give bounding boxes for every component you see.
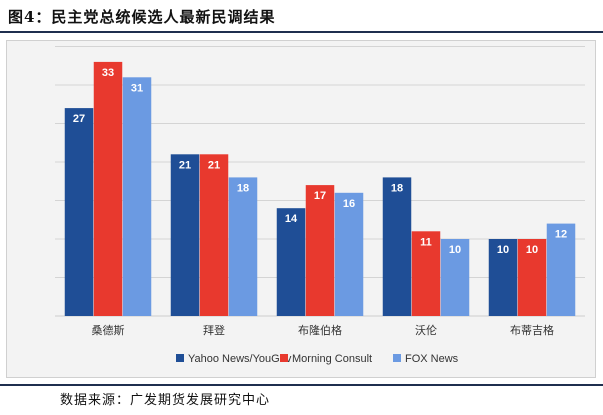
legend-label: Morning Consult <box>292 353 372 365</box>
data-label: 16 <box>343 198 355 210</box>
data-label: 10 <box>449 244 461 256</box>
bar <box>93 61 123 317</box>
legend-swatch <box>393 354 401 362</box>
bar <box>488 239 518 316</box>
data-label: 14 <box>285 213 298 225</box>
x-tick-label: 布蒂吉格 <box>510 323 554 337</box>
data-label: 17 <box>314 190 326 202</box>
bar <box>546 223 576 316</box>
bar <box>305 185 335 316</box>
x-tick-label: 桑德斯 <box>92 323 125 337</box>
data-label: 18 <box>391 182 403 194</box>
legend-label: Yahoo News/YouGov <box>188 353 292 365</box>
legend-swatch <box>176 354 184 362</box>
x-tick-label: 布隆伯格 <box>298 323 342 337</box>
data-label: 18 <box>237 182 249 194</box>
data-label: 33 <box>102 67 114 79</box>
top-divider <box>0 31 603 33</box>
data-label: 27 <box>73 113 85 125</box>
x-tick-label: 拜登 <box>203 323 225 337</box>
legend-label: FOX News <box>405 353 459 365</box>
bar <box>517 239 547 316</box>
bar <box>382 177 412 316</box>
bar <box>228 177 258 316</box>
data-label: 31 <box>131 82 143 94</box>
data-label: 21 <box>179 159 191 171</box>
bar <box>64 108 94 316</box>
bar <box>199 154 229 316</box>
data-label: 10 <box>526 244 538 256</box>
figure-title: 图4：民主党总统候选人最新民调结果 <box>8 8 276 26</box>
bottom-divider <box>0 384 603 386</box>
legend-swatch <box>280 354 288 362</box>
data-label: 12 <box>555 229 567 241</box>
data-label: 21 <box>208 159 220 171</box>
data-label: 11 <box>420 236 432 248</box>
bar <box>411 231 441 316</box>
data-label: 10 <box>497 244 509 256</box>
bar <box>276 208 306 316</box>
bar <box>334 192 364 316</box>
bar <box>122 77 152 316</box>
x-tick-label: 沃伦 <box>415 323 437 337</box>
bar <box>170 154 200 316</box>
source-note: 数据来源：广发期货发展研究中心 <box>60 393 271 408</box>
bar <box>440 239 470 316</box>
